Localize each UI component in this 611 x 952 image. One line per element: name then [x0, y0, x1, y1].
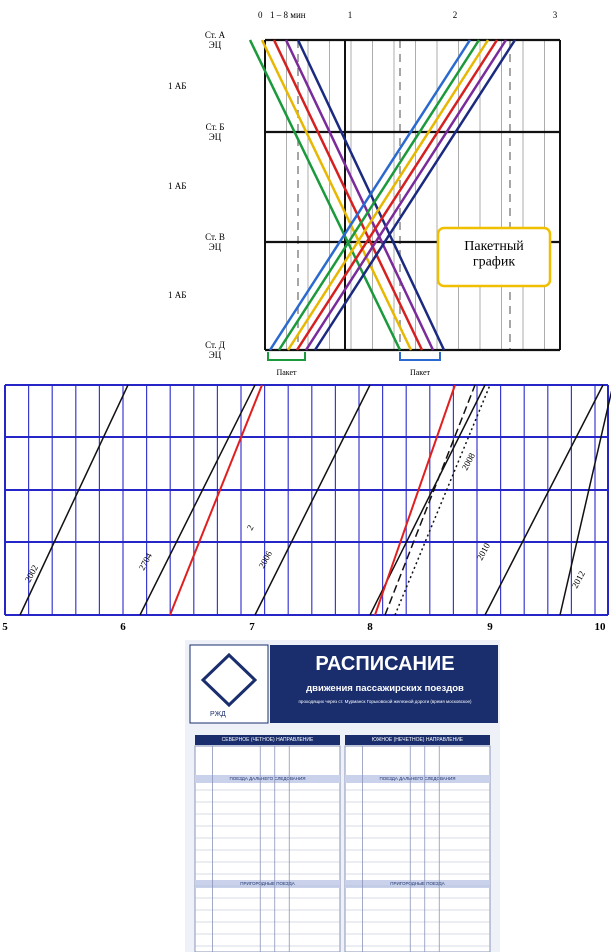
title: РАСПИСАНИЕ — [315, 653, 454, 675]
line — [250, 40, 400, 350]
axis-label: 0 — [258, 10, 263, 20]
section: ПРИГОРОДНЫЕ ПОЕЗДА — [390, 881, 444, 886]
axis-label: 3 — [553, 10, 558, 20]
logo-text: РЖД — [210, 711, 226, 718]
train-number: 2006 — [257, 549, 275, 570]
direction: СЕВЕРНОЕ (ЧЕТНОЕ) НАПРАВЛЕНИЕ — [222, 737, 314, 743]
station-label: 1 АБ — [168, 290, 186, 300]
train-number: 2008 — [460, 451, 478, 472]
collage: Пакетныйграфик01 – 8 мин123Ст. АЭЦ1 АБСт… — [0, 0, 611, 952]
train-number: 2 — [245, 523, 256, 532]
axis-label: 6 — [120, 621, 126, 633]
section: ПРИГОРОДНЫЕ ПОЕЗДА — [240, 881, 294, 886]
station-label: 1 АБ — [168, 81, 186, 91]
subtitle: движения пассажирских поездов — [306, 683, 464, 694]
line — [375, 385, 455, 615]
line — [485, 385, 603, 615]
brace — [400, 352, 440, 360]
section: ПОЕЗДА ДАЛЬНЕГО СЛЕДОВАНИЯ — [379, 776, 455, 781]
train-number: 2002 — [23, 563, 40, 584]
section: ПОЕЗДА ДАЛЬНЕГО СЛЕДОВАНИЯ — [229, 776, 305, 781]
line — [170, 385, 262, 615]
direction: ЮЖНОЕ (НЕЧЕТНОЕ) НАПРАВЛЕНИЕ — [372, 737, 464, 743]
line — [20, 385, 128, 615]
axis-label: 1 — [348, 10, 353, 20]
axis-label: 10 — [595, 621, 607, 633]
train-number: 2704 — [137, 551, 155, 572]
axis-label: 7 — [249, 621, 255, 633]
axis-label: 1 – 8 мин — [270, 10, 306, 20]
axis-label: 2 — [453, 10, 458, 20]
line — [255, 385, 370, 615]
line — [270, 40, 470, 350]
axis-label: 5 — [2, 621, 8, 633]
note: проходящих через ст. Мурманск Горьковско… — [299, 698, 472, 704]
packet-label: Пакет — [276, 368, 297, 377]
line — [297, 40, 497, 350]
packet-label: Пакет — [410, 368, 431, 377]
train-number: 2012 — [570, 569, 587, 590]
line — [140, 385, 255, 615]
axis-label: 9 — [487, 621, 493, 633]
station-label: 1 АБ — [168, 181, 186, 191]
brace — [268, 352, 305, 360]
axis-label: 8 — [367, 621, 373, 633]
